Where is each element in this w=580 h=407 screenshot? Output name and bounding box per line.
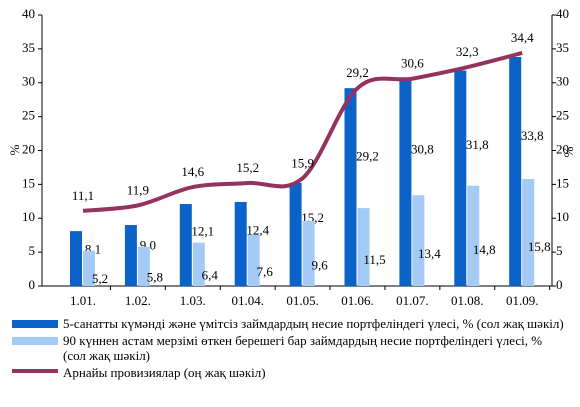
legend: 5-санатты күмәнді және үмітсіз займдарды… — [12, 316, 567, 382]
y2-tick-label: 40 — [556, 6, 569, 21]
data-label: 32,3 — [456, 44, 479, 59]
data-label: 5,8 — [147, 269, 163, 284]
y-tick-label: 30 — [22, 74, 35, 89]
bar — [234, 201, 247, 286]
data-label: 30,8 — [411, 141, 434, 156]
data-label: 9,6 — [311, 258, 328, 273]
data-label: 11,1 — [72, 188, 94, 203]
data-label: 15,2 — [236, 160, 259, 175]
x-tick-label: 01.04. — [231, 293, 264, 308]
y2-tick-label: 20 — [556, 141, 569, 156]
data-label: 15,9 — [291, 155, 314, 170]
x-tick-label: 01.07. — [396, 293, 429, 308]
data-label: 15,8 — [528, 239, 551, 254]
bar — [467, 185, 480, 286]
bar — [83, 250, 95, 286]
bar — [399, 77, 412, 286]
y2-tick-label: 0 — [556, 277, 563, 292]
chart: % % 0 5 10 15 20 25 30 35 40 0 5 10 15 20 25 30 35 40 1.01… — [7, 6, 576, 308]
bar — [412, 195, 425, 286]
data-label: 29,2 — [356, 148, 379, 163]
bar — [247, 234, 260, 286]
legend-swatch — [12, 369, 58, 373]
legend-swatch — [12, 337, 58, 345]
x-tick-label: 1.03. — [180, 293, 206, 308]
bar — [137, 246, 150, 286]
legend-label: 5-санатты күмәнді және үмітсіз займдарды… — [63, 316, 564, 331]
data-label: 14,6 — [181, 164, 204, 179]
y-tick-label: 25 — [22, 108, 35, 123]
bar — [509, 57, 522, 286]
bar — [192, 242, 205, 286]
x-tick-label: 01.05. — [286, 293, 319, 308]
y-tick-label: 40 — [22, 6, 35, 21]
y-tick-label: 10 — [22, 209, 35, 224]
x-tick-label: 1.01. — [70, 293, 96, 308]
bar — [124, 225, 137, 286]
y-tick-label: 0 — [29, 277, 36, 292]
x-tick-label: 01.08. — [451, 293, 484, 308]
legend-item: 90 күннен астам мерзімі өткен берешегі б… — [12, 333, 567, 363]
y2-tick-label: 30 — [556, 74, 569, 89]
y2-tick-label: 5 — [556, 243, 563, 258]
bar — [357, 208, 370, 286]
legend-label: Арнайы провизиялар (оң жақ шәкіл) — [63, 365, 266, 380]
legend-item: Арнайы провизиялар (оң жақ шәкіл) — [12, 365, 567, 380]
bar — [454, 70, 467, 287]
data-label: 34,4 — [511, 30, 534, 45]
y-tick-label: 35 — [22, 40, 35, 55]
y2-tick-label: 15 — [556, 175, 569, 190]
data-label: 31,8 — [466, 137, 489, 152]
x-tick-label: 01.06. — [341, 293, 374, 308]
y-tick-label: 15 — [22, 175, 35, 190]
bar — [70, 231, 82, 286]
bar — [179, 204, 192, 286]
bar — [289, 183, 302, 286]
y2-tick-label: 35 — [556, 40, 569, 55]
data-label: 5,2 — [92, 271, 108, 286]
data-label: 14,8 — [473, 242, 496, 257]
legend-label: 90 күннен астам мерзімі өткен берешегі б… — [63, 333, 543, 363]
legend-item: 5-санатты күмәнді және үмітсіз займдарды… — [12, 316, 567, 331]
y2-tick-label: 10 — [556, 209, 569, 224]
x-tick-label: 1.02. — [125, 293, 151, 308]
data-label: 13,4 — [418, 246, 441, 261]
data-label: 7,6 — [257, 264, 274, 279]
y2-axis-label: % — [561, 146, 576, 157]
data-label: 29,2 — [346, 65, 369, 80]
y-tick-label: 20 — [22, 141, 35, 156]
y2-tick-label: 25 — [556, 108, 569, 123]
data-label: 33,8 — [521, 128, 544, 143]
data-label: 11,5 — [363, 252, 385, 267]
line — [82, 51, 523, 213]
data-label: 30,6 — [401, 56, 424, 71]
data-label: 6,4 — [202, 267, 219, 282]
data-label: 11,9 — [127, 182, 149, 197]
y-axis-label: % — [7, 144, 22, 155]
x-tick-label: 01.09. — [506, 293, 539, 308]
y-tick-label: 5 — [29, 243, 36, 258]
data-label: 12,1 — [191, 224, 214, 239]
bar — [302, 220, 315, 286]
bar — [344, 88, 357, 286]
bar — [522, 178, 535, 286]
data-label: 12,4 — [246, 222, 269, 237]
legend-swatch — [12, 320, 58, 328]
